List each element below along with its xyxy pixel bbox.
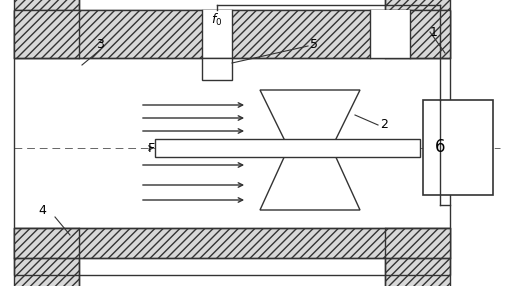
Bar xyxy=(14,228,450,258)
Bar xyxy=(14,10,450,58)
Text: 5: 5 xyxy=(310,39,318,51)
Bar xyxy=(14,10,450,275)
Polygon shape xyxy=(260,90,360,143)
Text: 1: 1 xyxy=(430,25,438,39)
Bar xyxy=(14,0,79,58)
Text: 2: 2 xyxy=(380,118,388,132)
Polygon shape xyxy=(260,153,360,210)
Text: 3: 3 xyxy=(96,39,104,51)
Bar xyxy=(370,10,410,58)
Bar xyxy=(385,0,450,58)
Bar xyxy=(385,228,450,286)
Text: $f_0$: $f_0$ xyxy=(211,12,223,28)
Bar xyxy=(423,100,493,195)
Text: 6: 6 xyxy=(434,138,445,156)
Bar xyxy=(155,139,420,157)
Bar xyxy=(202,10,232,58)
Bar xyxy=(14,228,79,286)
Text: F: F xyxy=(148,142,155,154)
Text: 4: 4 xyxy=(38,204,46,217)
Bar xyxy=(202,58,232,80)
